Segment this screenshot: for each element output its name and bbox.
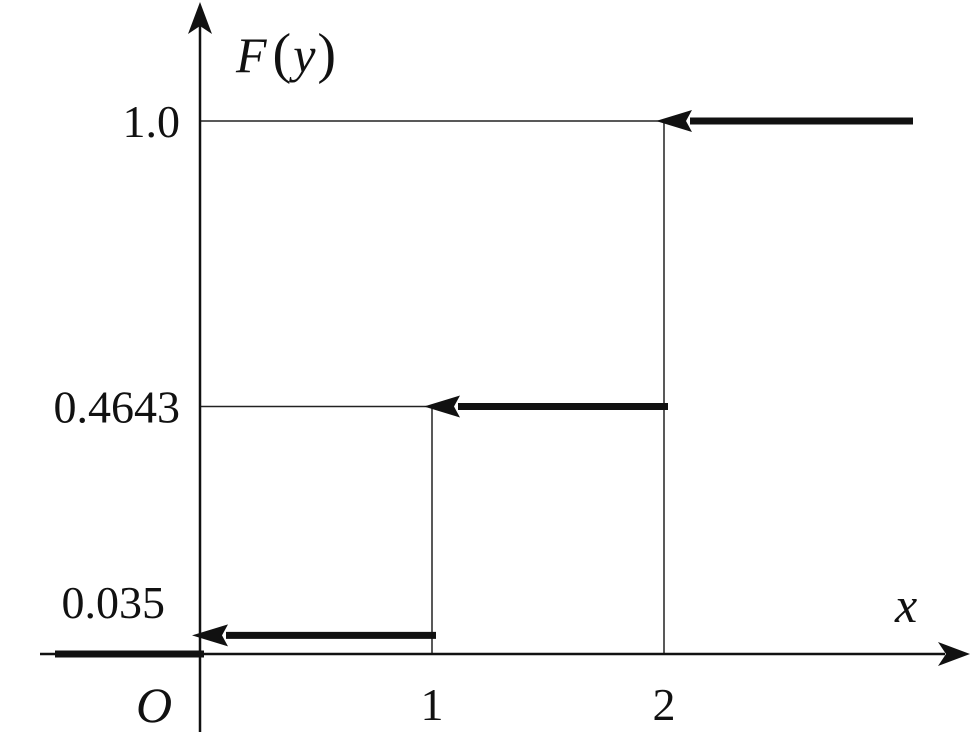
- step-arrowhead-3: [656, 110, 692, 132]
- labels: F (y) x O: [136, 23, 917, 733]
- y-tick-label-0.4643: 0.4643: [54, 382, 181, 433]
- step-arrowhead-1: [192, 624, 228, 647]
- y-axis-label-open-paren: (: [273, 23, 292, 85]
- y-tick-label-0.035: 0.035: [62, 577, 166, 628]
- x-tick-label-1: 1: [421, 679, 444, 730]
- y-axis-label: F (y): [235, 23, 336, 85]
- x-tick-label-2: 2: [653, 679, 676, 730]
- tick-labels: 1 2 0.035 0.4643 1.0: [54, 96, 676, 730]
- guide-lines: [200, 120, 665, 654]
- origin-label: O: [136, 677, 172, 733]
- y-axis-label-close-paren: ): [317, 23, 336, 85]
- y-axis-label-var: y: [288, 27, 316, 83]
- x-axis-label: x: [894, 577, 917, 633]
- x-axis-arrowhead: [938, 642, 970, 666]
- step-segments: [55, 110, 913, 658]
- step-arrowhead-2: [424, 395, 460, 418]
- y-axis-arrowhead: [188, 2, 212, 34]
- y-tick-label-1.0: 1.0: [123, 96, 181, 147]
- y-axis-label-func: F: [235, 27, 267, 83]
